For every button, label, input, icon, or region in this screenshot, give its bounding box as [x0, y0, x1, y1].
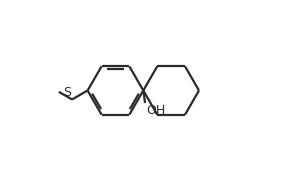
Text: S: S: [63, 86, 71, 99]
Text: OH: OH: [146, 104, 165, 117]
